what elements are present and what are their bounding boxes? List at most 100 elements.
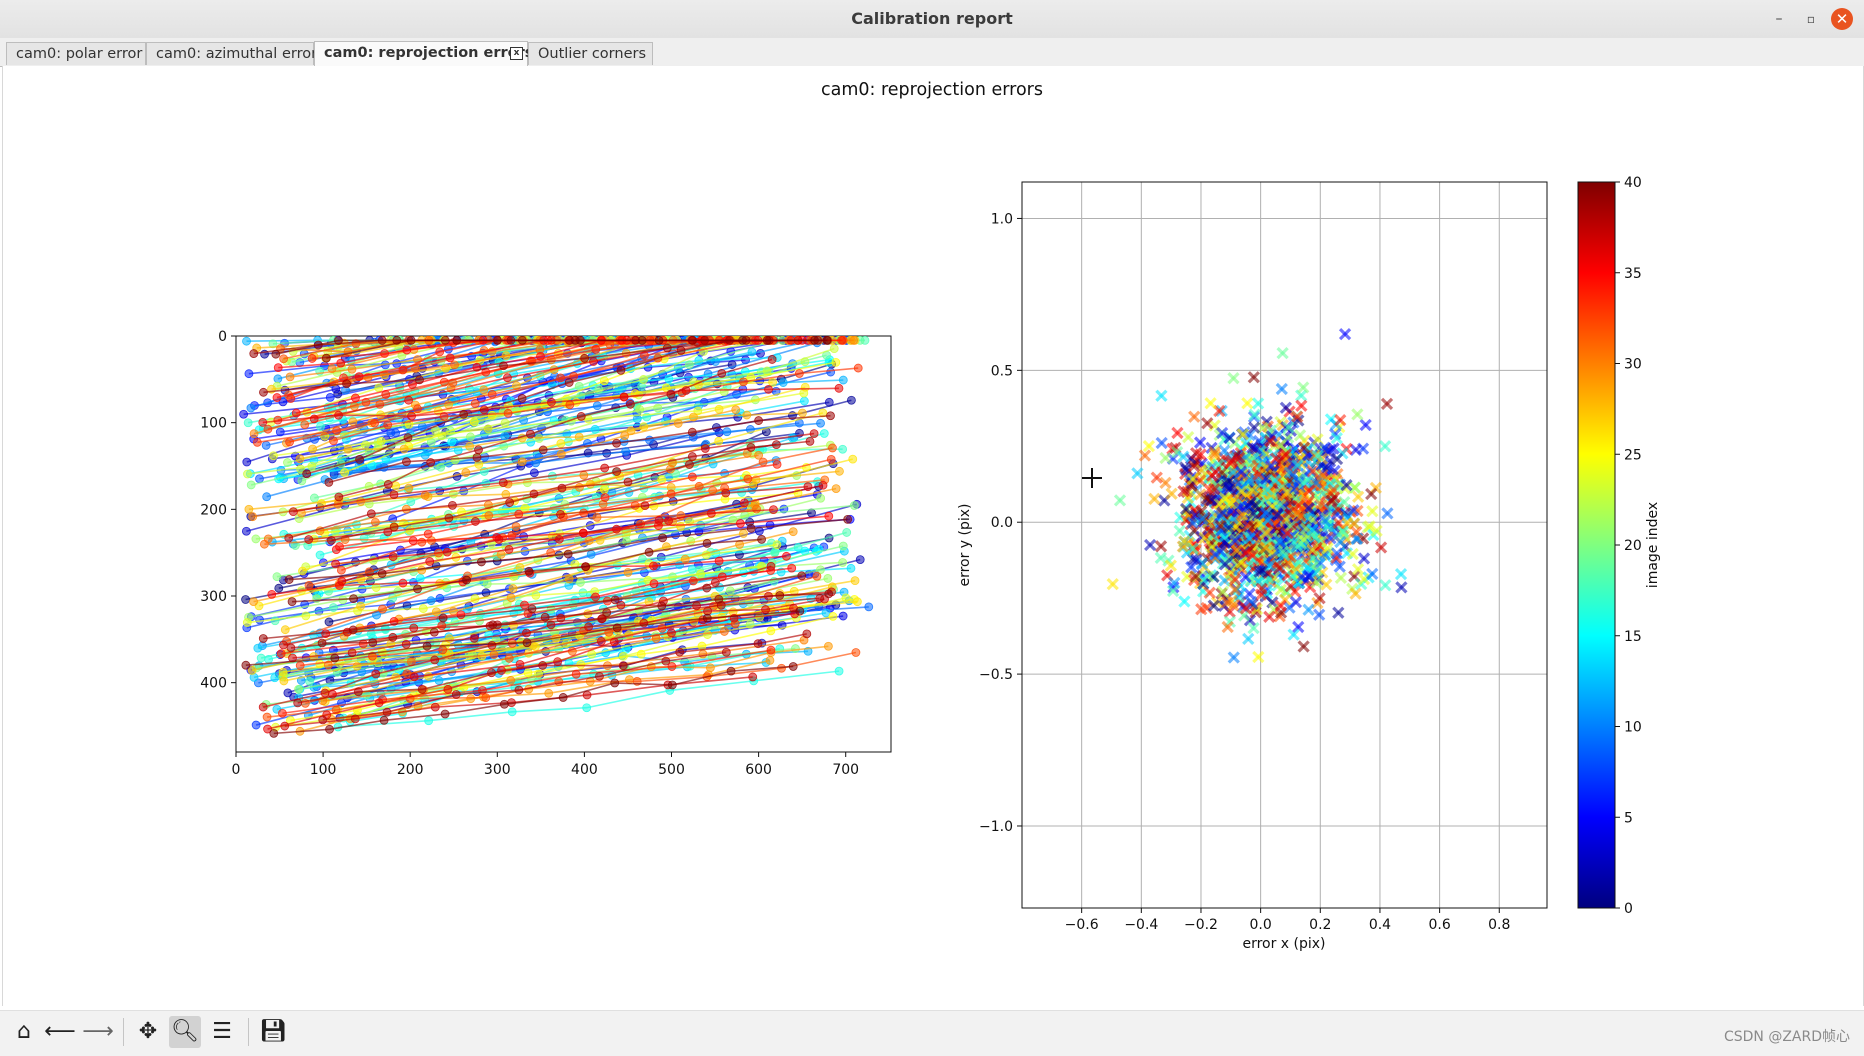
track-point: [509, 585, 517, 593]
track-point: [310, 494, 318, 502]
track-point: [430, 628, 438, 636]
pan-icon[interactable]: ✥: [132, 1016, 164, 1048]
track-point: [328, 365, 336, 373]
y-tick-label: 200: [200, 502, 227, 518]
track-point: [308, 462, 316, 470]
track-point: [813, 572, 821, 580]
track-point: [782, 552, 790, 560]
track-point: [349, 418, 357, 426]
track-point: [494, 336, 502, 344]
x-tick-label: 700: [832, 762, 859, 778]
track-point: [500, 362, 508, 370]
track-point: [390, 491, 398, 499]
x-tick-label: 600: [745, 762, 772, 778]
track-point: [360, 534, 368, 542]
track-point: [753, 505, 761, 513]
configure-subplots-icon[interactable]: ☰: [206, 1016, 238, 1048]
track-point: [250, 350, 258, 358]
track-point: [507, 676, 515, 684]
track-point: [769, 378, 777, 386]
track-point: [832, 358, 840, 366]
track-point: [409, 537, 417, 545]
track-point: [565, 575, 573, 583]
track-point: [758, 535, 766, 543]
track-point: [518, 394, 526, 402]
track-point: [554, 658, 562, 666]
track-point: [583, 704, 591, 712]
track-point: [405, 396, 413, 404]
track-point: [257, 654, 265, 662]
track-point: [532, 591, 540, 599]
track-point: [400, 445, 408, 453]
x-tick-label: −0.6: [1065, 917, 1099, 933]
track-point: [286, 373, 294, 381]
track-point: [500, 700, 508, 708]
track-point: [295, 685, 303, 693]
track-point: [817, 419, 825, 427]
track-point: [471, 517, 479, 525]
track-point: [270, 729, 278, 737]
track-point: [697, 570, 705, 578]
track-point: [852, 648, 860, 656]
track-point: [839, 612, 847, 620]
track-point: [665, 517, 673, 525]
track-point: [460, 410, 468, 418]
track-point: [557, 440, 565, 448]
track-point: [726, 587, 734, 595]
track-point: [591, 593, 599, 601]
track-point: [617, 366, 625, 374]
track-point: [242, 527, 250, 535]
track-point: [827, 368, 835, 376]
track-point: [457, 611, 465, 619]
track-point: [403, 346, 411, 354]
track-point: [854, 364, 862, 372]
track-point: [830, 345, 838, 353]
track-point: [825, 590, 833, 598]
track-point: [715, 405, 723, 413]
track-point: [755, 417, 763, 425]
track-point: [597, 637, 605, 645]
track-point: [593, 513, 601, 521]
zoom-icon[interactable]: 🔍︎: [169, 1016, 201, 1048]
track-point: [503, 374, 511, 382]
track-point: [789, 528, 797, 536]
track-point: [384, 421, 392, 429]
track-point: [835, 467, 843, 475]
track-point: [795, 369, 803, 377]
track-point: [520, 601, 528, 609]
track-point: [410, 624, 418, 632]
track-point: [558, 484, 566, 492]
track-point: [516, 660, 524, 668]
home-icon[interactable]: ⌂: [8, 1016, 40, 1048]
track-point: [462, 469, 470, 477]
track-point: [850, 336, 858, 344]
y-tick-label: 400: [200, 676, 227, 692]
x-tick-label: 0.4: [1369, 917, 1391, 933]
track-point: [326, 725, 334, 733]
track-point: [585, 623, 593, 631]
track-point: [685, 361, 693, 369]
save-icon[interactable]: 💾︎: [257, 1016, 289, 1048]
track-point: [488, 390, 496, 398]
track-point: [649, 562, 657, 570]
colorbar-tick-label: 25: [1624, 447, 1642, 463]
track-point: [326, 393, 334, 401]
forward-arrow-icon[interactable]: ⟶: [82, 1016, 114, 1048]
track-point: [378, 570, 386, 578]
track-point: [351, 394, 359, 402]
track-point: [404, 434, 412, 442]
x-tick-label: 300: [484, 762, 511, 778]
track-point: [416, 574, 424, 582]
track-point: [399, 579, 407, 587]
track-point: [253, 438, 261, 446]
x-tick-label: 400: [571, 762, 598, 778]
track-point: [298, 477, 306, 485]
track-point: [348, 365, 356, 373]
track-point: [484, 425, 492, 433]
back-arrow-icon[interactable]: ⟵: [44, 1016, 76, 1048]
track-point: [445, 514, 453, 522]
track-point: [299, 567, 307, 575]
track-point: [703, 539, 711, 547]
track-point: [601, 464, 609, 472]
